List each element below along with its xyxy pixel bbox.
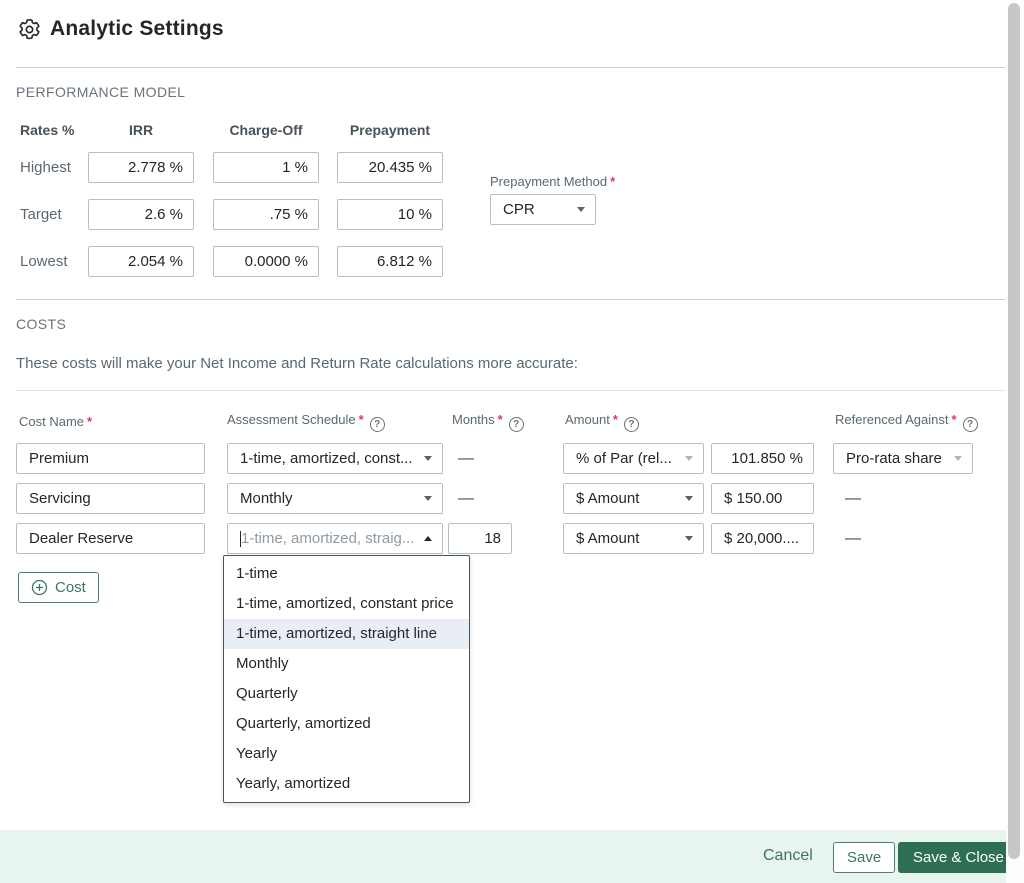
- charge-off-highest-input[interactable]: [213, 152, 319, 183]
- prepayment-highest-input[interactable]: [337, 152, 443, 183]
- rate-row-label-lowest: Lowest: [20, 253, 68, 270]
- months-empty-dash: —: [458, 450, 474, 467]
- dropdown-option[interactable]: Monthly: [236, 655, 289, 672]
- dialog-header: Analytic Settings: [18, 17, 224, 41]
- assessment-schedule-combobox-open[interactable]: 1-time, amortized, straig...: [227, 523, 443, 554]
- amount-type-select[interactable]: $ Amount: [563, 523, 704, 554]
- chevron-up-icon: [424, 536, 432, 541]
- dropdown-option[interactable]: Yearly, amortized: [236, 775, 351, 792]
- performance-model-section-label: PERFORMANCE MODEL: [16, 84, 186, 100]
- column-header-amount: Amount: [565, 411, 639, 432]
- column-header-prepayment: Prepayment: [349, 122, 431, 138]
- cost-name-input[interactable]: [16, 443, 205, 474]
- referenced-empty-dash: —: [845, 530, 861, 547]
- dropdown-option-highlighted[interactable]: 1-time, amortized, straight line: [224, 619, 469, 649]
- months-empty-dash: —: [458, 490, 474, 507]
- referenced-empty-dash: —: [845, 490, 861, 507]
- column-header-cost-name: Cost Name: [19, 414, 92, 429]
- dropdown-option[interactable]: Quarterly: [236, 685, 298, 702]
- divider: [16, 390, 1005, 391]
- rates-corner-label: Rates %: [20, 122, 75, 138]
- column-header-irr: IRR: [128, 122, 154, 138]
- add-cost-button[interactable]: Cost: [18, 572, 99, 603]
- amount-type-select[interactable]: % of Par (rel...: [563, 443, 704, 474]
- text-cursor: [240, 530, 241, 547]
- scrollbar-thumb[interactable]: [1008, 3, 1020, 859]
- chevron-down-icon: [424, 456, 432, 461]
- irr-target-input[interactable]: [88, 199, 194, 230]
- column-header-referenced-against: Referenced Against: [835, 411, 978, 432]
- cost-name-input[interactable]: [16, 523, 205, 554]
- assessment-schedule-dropdown-menu: 1-time 1-time, amortized, constant price…: [223, 555, 470, 803]
- irr-highest-input[interactable]: [88, 152, 194, 183]
- charge-off-lowest-input[interactable]: [213, 246, 319, 277]
- dropdown-option[interactable]: Yearly: [236, 745, 278, 762]
- amount-value-input[interactable]: [711, 483, 814, 514]
- help-icon[interactable]: [369, 417, 385, 432]
- dropdown-option[interactable]: 1-time, amortized, constant price: [236, 595, 454, 612]
- assessment-schedule-select[interactable]: 1-time, amortized, const...: [227, 443, 443, 474]
- dropdown-option[interactable]: Quarterly, amortized: [236, 715, 371, 732]
- divider: [16, 299, 1005, 300]
- dropdown-option[interactable]: 1-time: [236, 565, 278, 582]
- column-header-charge-off: Charge-Off: [229, 122, 303, 138]
- help-icon[interactable]: [508, 417, 524, 432]
- irr-lowest-input[interactable]: [88, 246, 194, 277]
- prepayment-method-label: Prepayment Method: [490, 174, 615, 189]
- prepayment-target-input[interactable]: [337, 199, 443, 230]
- chevron-down-icon: [424, 496, 432, 501]
- chevron-down-icon: [685, 456, 693, 461]
- rate-row-label-target: Target: [20, 206, 62, 223]
- prepayment-method-value: CPR: [503, 201, 535, 218]
- amount-type-select[interactable]: $ Amount: [563, 483, 704, 514]
- chevron-down-icon: [685, 536, 693, 541]
- column-header-assessment-schedule: Assessment Schedule: [227, 411, 385, 432]
- chevron-down-icon: [685, 496, 693, 501]
- months-input[interactable]: [448, 523, 512, 554]
- amount-value-input[interactable]: [711, 443, 814, 474]
- prepayment-lowest-input[interactable]: [337, 246, 443, 277]
- chevron-down-icon: [954, 456, 962, 461]
- cost-name-input[interactable]: [16, 483, 205, 514]
- charge-off-target-input[interactable]: [213, 199, 319, 230]
- plus-circle-icon: [31, 579, 48, 596]
- chevron-down-icon: [577, 207, 585, 212]
- column-header-months: Months: [452, 411, 524, 432]
- gear-icon: [18, 18, 41, 41]
- cancel-button[interactable]: Cancel: [763, 847, 813, 864]
- save-button[interactable]: Save: [833, 842, 896, 873]
- referenced-against-select[interactable]: Pro-rata share: [833, 443, 973, 474]
- divider: [16, 67, 1005, 68]
- add-cost-label: Cost: [55, 579, 86, 596]
- help-icon[interactable]: [962, 417, 978, 432]
- assessment-schedule-select[interactable]: Monthly: [227, 483, 443, 514]
- page-title: Analytic Settings: [50, 17, 224, 40]
- help-icon[interactable]: [623, 417, 639, 432]
- save-and-close-button[interactable]: Save & Close: [898, 842, 1019, 873]
- rate-row-label-highest: Highest: [20, 159, 71, 176]
- costs-section-label: COSTS: [16, 316, 67, 332]
- amount-value-input[interactable]: [711, 523, 814, 554]
- prepayment-method-select[interactable]: CPR: [490, 194, 596, 225]
- costs-description: These costs will make your Net Income an…: [16, 355, 578, 372]
